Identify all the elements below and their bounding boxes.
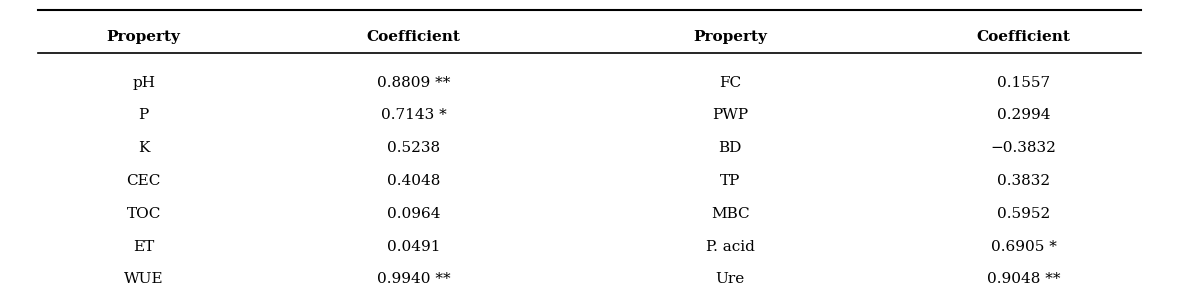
Text: pH: pH — [132, 76, 156, 90]
Text: 0.2994: 0.2994 — [997, 109, 1050, 123]
Text: Property: Property — [106, 30, 180, 44]
Text: TOC: TOC — [126, 207, 160, 221]
Text: 0.5952: 0.5952 — [997, 207, 1050, 221]
Text: 0.1557: 0.1557 — [997, 76, 1050, 90]
Text: Ure: Ure — [716, 272, 745, 286]
Text: CEC: CEC — [126, 174, 160, 188]
Text: PWP: PWP — [712, 109, 749, 123]
Text: 0.3832: 0.3832 — [997, 174, 1050, 188]
Text: BD: BD — [719, 141, 742, 155]
Text: 0.0964: 0.0964 — [387, 207, 440, 221]
Text: 0.0491: 0.0491 — [387, 239, 440, 253]
Text: MBC: MBC — [711, 207, 750, 221]
Text: 0.4048: 0.4048 — [387, 174, 440, 188]
Text: 0.6905 *: 0.6905 * — [990, 239, 1056, 253]
Text: ET: ET — [133, 239, 154, 253]
Text: Property: Property — [693, 30, 768, 44]
Text: P: P — [138, 109, 149, 123]
Text: −0.3832: −0.3832 — [990, 141, 1056, 155]
Text: 0.8809 **: 0.8809 ** — [377, 76, 450, 90]
Text: Coefficient: Coefficient — [976, 30, 1071, 44]
Text: K: K — [138, 141, 150, 155]
Text: 0.7143 *: 0.7143 * — [381, 109, 447, 123]
Text: 0.5238: 0.5238 — [387, 141, 440, 155]
Text: P. acid: P. acid — [706, 239, 755, 253]
Text: 0.9048 **: 0.9048 ** — [987, 272, 1060, 286]
Text: FC: FC — [719, 76, 742, 90]
Text: WUE: WUE — [124, 272, 164, 286]
Text: TP: TP — [720, 174, 740, 188]
Text: 0.9940 **: 0.9940 ** — [376, 272, 450, 286]
Text: Coefficient: Coefficient — [367, 30, 461, 44]
